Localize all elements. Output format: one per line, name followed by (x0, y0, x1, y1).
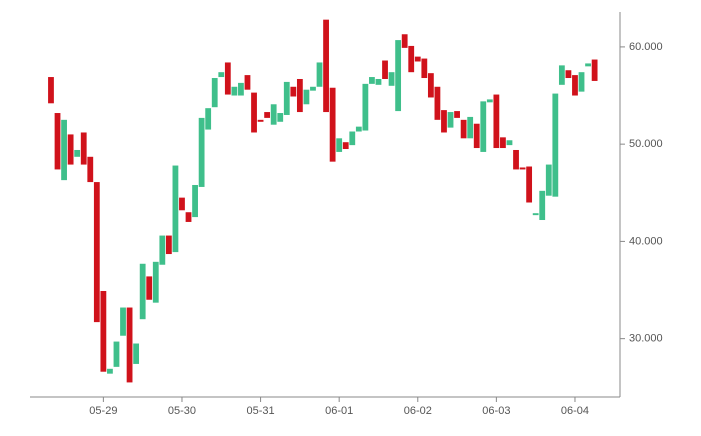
candle (205, 108, 212, 130)
candle (506, 140, 513, 146)
candle (552, 93, 559, 197)
candle (172, 165, 179, 253)
candle (401, 34, 408, 48)
candle (585, 63, 591, 67)
candle (526, 166, 533, 203)
candle (565, 70, 572, 79)
candle (113, 341, 120, 367)
candle (165, 235, 172, 255)
candle (80, 132, 87, 165)
candle (591, 59, 598, 81)
candle (427, 73, 434, 98)
candle (513, 149, 519, 170)
candle (362, 83, 369, 131)
candle (198, 117, 205, 187)
candle (467, 116, 474, 139)
candle (303, 89, 310, 105)
candle (67, 134, 74, 165)
candle (283, 81, 290, 115)
x-tick-label: 06-04 (561, 405, 589, 417)
candle (414, 56, 421, 62)
candle (139, 263, 146, 320)
candle (107, 368, 113, 374)
candle (329, 87, 336, 162)
candle (441, 110, 447, 133)
candle (244, 75, 251, 90)
candle (257, 119, 264, 122)
candle (323, 19, 329, 113)
x-tick-label: 05-30 (168, 405, 196, 417)
candle (388, 72, 395, 86)
candle (218, 72, 225, 78)
candle (349, 131, 356, 146)
candle (500, 137, 506, 149)
candle (480, 101, 487, 152)
candle (224, 62, 231, 95)
candle (54, 113, 61, 170)
candle (192, 184, 198, 218)
x-tick-label: 05-31 (247, 405, 275, 417)
candle (369, 77, 375, 84)
candle (100, 290, 107, 372)
candle (375, 78, 382, 85)
candle (486, 99, 493, 103)
candle (434, 86, 441, 120)
candle (133, 343, 140, 364)
x-tick-label: 05-29 (89, 405, 117, 417)
candle (382, 60, 388, 79)
candle (231, 86, 238, 96)
candle (558, 65, 565, 85)
y-tick-label: 40.000 (629, 235, 663, 247)
candle (355, 126, 362, 132)
candle (578, 72, 585, 92)
candle (296, 78, 303, 113)
x-tick-label: 06-02 (404, 405, 432, 417)
candle (539, 190, 546, 221)
candle (395, 40, 402, 112)
candle (120, 307, 126, 336)
candle (421, 58, 428, 79)
candle (251, 92, 257, 133)
y-tick-label: 60.000 (629, 41, 663, 53)
candle (211, 78, 218, 108)
candle (146, 276, 153, 300)
candle (316, 62, 323, 87)
candle (310, 86, 316, 91)
candle (48, 77, 54, 104)
candle (408, 45, 415, 73)
candle (447, 112, 454, 128)
candle (87, 156, 94, 183)
y-tick-label: 50.000 (629, 138, 663, 150)
candle (126, 307, 133, 383)
candle (519, 167, 526, 170)
candle (454, 111, 460, 118)
candle (74, 149, 81, 157)
candle (159, 235, 166, 265)
candle (152, 261, 159, 303)
candle (336, 138, 343, 152)
x-tick-label: 06-01 (325, 405, 353, 417)
candle (342, 142, 349, 150)
candle (238, 82, 244, 96)
candle (460, 119, 467, 139)
candle (264, 112, 271, 118)
candle (93, 182, 100, 323)
candle (290, 86, 297, 97)
y-tick-label: 30.000 (629, 333, 663, 345)
candle (61, 119, 67, 181)
candle (473, 123, 480, 149)
candle (532, 213, 539, 216)
candle (179, 197, 185, 211)
x-tick-label: 06-03 (482, 405, 510, 417)
candle (277, 113, 284, 122)
candle (185, 212, 192, 222)
candle (270, 104, 277, 125)
candle (572, 75, 578, 96)
candle (545, 164, 552, 196)
candle (493, 94, 500, 149)
